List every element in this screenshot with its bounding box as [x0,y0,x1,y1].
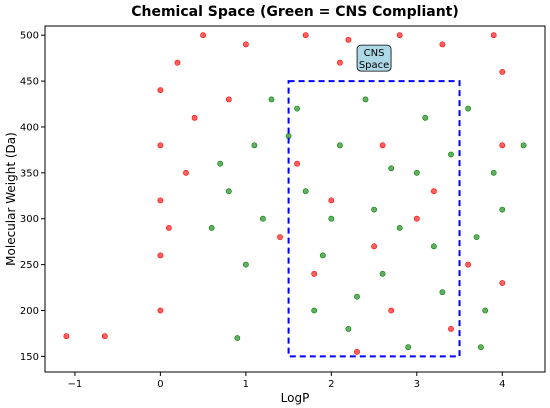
data-point-0-19 [354,293,360,300]
data-point-1-17 [165,224,172,231]
data-point-1-9 [242,41,249,48]
data-point-0-13 [311,307,318,314]
data-point-1-24 [430,188,437,195]
data-point-1-15 [499,69,506,75]
x-axis-label: LogP [281,391,310,405]
data-point-0-27 [482,307,489,314]
data-point-0-29 [465,105,471,112]
data-point-1-8 [200,32,206,39]
data-point-0-2 [371,206,377,213]
y-axis-ticks: 150 200 250 300 350 400 450 500 [20,31,45,363]
data-point-0-5 [319,252,326,259]
data-point-1-16 [183,169,189,176]
data-point-0-25 [242,261,249,268]
data-point-0-21 [259,215,266,222]
data-point-0-11 [328,215,335,222]
x-tick-label-3: 2 [328,379,334,390]
annotation-line-1: CNS [364,48,385,59]
data-point-0-1 [336,142,343,149]
data-point-0-6 [439,289,446,296]
annotation-line-2: Space [359,60,389,71]
data-point-1-2 [157,252,164,259]
data-point-1-13 [439,41,446,48]
data-point-0-8 [302,188,309,195]
x-tick-label-5: 4 [499,379,505,390]
data-point-1-19 [328,197,335,204]
data-point-0-31 [499,206,506,213]
x-tick-label-2: 1 [243,379,249,390]
data-point-1-6 [157,307,164,314]
data-point-1-26 [465,261,471,268]
cns-space-annotation: CNS Space [356,44,392,72]
data-point-1-7 [174,59,181,66]
data-point-1-14 [490,32,497,39]
data-point-0-22 [473,234,480,240]
x-tick-label-4: 3 [414,379,420,390]
data-point-0-33 [477,344,484,351]
cns-region-box [287,80,461,358]
data-point-1-30 [499,142,506,149]
data-point-0-15 [362,96,369,103]
data-point-1-25 [354,348,360,355]
data-point-0-3 [413,169,420,176]
data-point-0-20 [225,188,232,195]
data-point-0-9 [422,114,429,121]
data-point-0-24 [520,142,527,149]
y-tick-label-4: 350 [20,168,39,179]
y-axis-label: Molecular Weight (Da) [4,132,18,266]
data-point-0-23 [490,169,497,176]
data-point-1-1 [101,333,108,340]
y-tick-label-5: 400 [20,122,39,133]
data-point-1-29 [499,280,506,286]
data-point-1-22 [311,270,318,277]
data-point-0-34 [217,160,224,167]
data-point-0-32 [268,96,275,103]
data-point-1-5 [157,87,164,94]
data-point-0-4 [396,224,403,231]
data-point-1-10 [302,32,309,39]
data-point-1-20 [371,243,377,250]
data-point-1-21 [413,215,420,222]
data-point-1-34 [448,325,454,332]
y-tick-label-1: 200 [20,306,39,317]
data-point-1-12 [396,32,403,39]
data-point-1-18 [191,114,198,121]
x-tick-label-1: 0 [157,379,163,390]
data-point-1-23 [379,142,386,149]
annotation-box [356,44,392,72]
data-point-0-16 [430,243,437,250]
points-layer [63,32,527,355]
data-point-1-0 [63,333,70,340]
y-tick-label-2: 250 [20,260,39,271]
data-point-1-28 [225,96,232,103]
data-point-0-30 [234,335,241,341]
data-point-0-26 [208,224,215,231]
data-point-1-33 [294,160,300,167]
chart-title: Chemical Space (Green = CNS Compliant) [131,4,459,20]
data-point-1-31 [336,59,343,66]
data-point-0-7 [345,325,352,332]
plot-frame [44,25,546,373]
y-tick-label-6: 450 [20,77,39,88]
y-tick-label-3: 300 [20,214,39,225]
data-point-0-0 [294,105,300,112]
y-tick-label-7: 500 [20,31,39,42]
x-axis-ticks: −1 0 1 2 3 4 [68,372,505,390]
data-point-1-3 [157,197,164,204]
data-point-0-12 [448,151,454,158]
data-point-0-14 [405,344,412,351]
data-point-0-28 [251,142,258,149]
data-point-1-11 [345,36,352,43]
data-point-1-4 [157,142,164,149]
y-tick-label-0: 150 [20,352,39,363]
x-tick-label-0: −1 [68,379,83,390]
data-point-1-27 [277,234,283,240]
data-point-0-18 [388,165,395,172]
data-point-1-32 [388,307,395,314]
data-point-0-10 [379,270,386,277]
